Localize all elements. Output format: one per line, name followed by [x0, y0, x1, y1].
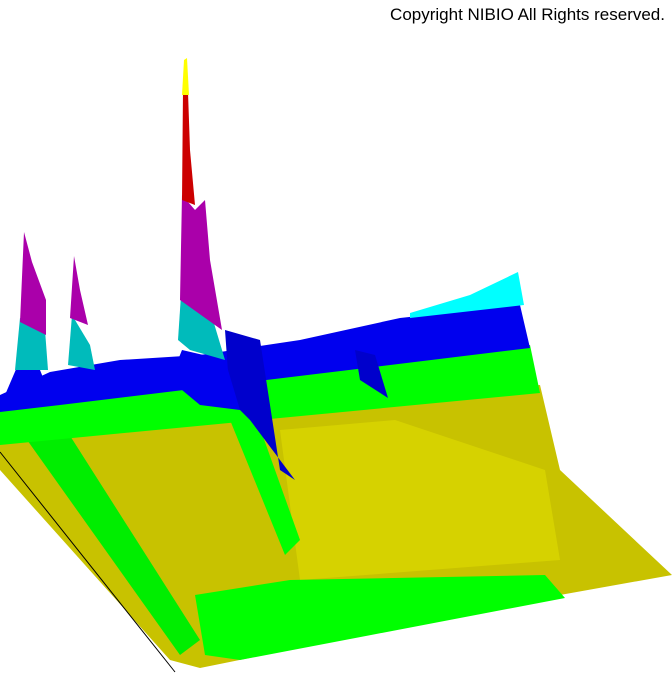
- peak-main-cyan: [178, 295, 225, 360]
- peak-left: [20, 232, 46, 335]
- green-strip: [195, 575, 565, 660]
- green-band: [0, 345, 540, 445]
- cyan-band: [410, 272, 524, 318]
- blue-ridge: [225, 330, 295, 480]
- blue-band: [0, 305, 530, 412]
- peak-mid: [68, 315, 95, 370]
- green-strip: [20, 420, 200, 655]
- green-strip: [230, 400, 300, 555]
- peak-main-magenta: [180, 195, 222, 330]
- peak-main-red: [182, 90, 195, 205]
- peak-main-tip: [182, 58, 189, 95]
- surface-floor-light: [280, 420, 560, 580]
- axis-line: [0, 451, 176, 673]
- blue-ridge: [355, 350, 388, 398]
- peak-main-base: [170, 350, 240, 410]
- copyright: Copyright NIBIO All Rights reserved.: [390, 5, 665, 24]
- peak-mid: [70, 256, 88, 325]
